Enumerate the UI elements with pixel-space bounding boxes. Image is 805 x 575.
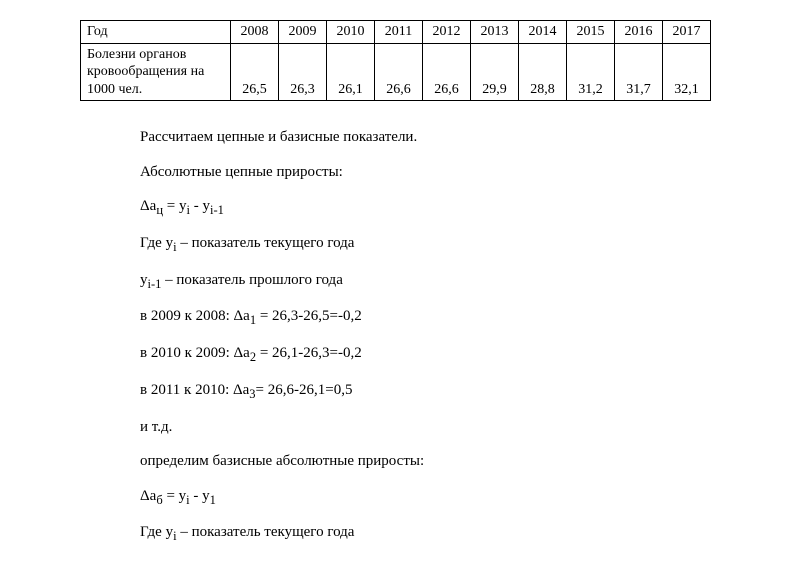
value-cell: 29,9: [471, 43, 519, 101]
data-table: Год 2008 2009 2010 2011 2012 2013 2014 2…: [80, 20, 711, 101]
value-cell: 28,8: [519, 43, 567, 101]
formula-part: = 26,1-26,3=-0,2: [256, 345, 362, 361]
formula-part: в 2009 к 2008: Δa: [140, 308, 250, 324]
year-label-cell: Год: [81, 21, 231, 44]
text-content: Рассчитаем цепные и базисные показатели.…: [140, 123, 765, 549]
formula-part: = 26,3-26,5=-0,2: [256, 308, 362, 324]
value-cell: 32,1: [663, 43, 711, 101]
year-cell: 2013: [471, 21, 519, 44]
formula-part: у: [140, 272, 148, 288]
text-line: Где уi – показатель текущего года: [140, 518, 765, 549]
formula-part: – показатель текущего года: [177, 524, 355, 540]
year-cell: 2012: [423, 21, 471, 44]
year-cell: 2016: [615, 21, 663, 44]
year-cell: 2015: [567, 21, 615, 44]
value-cell: 26,1: [327, 43, 375, 101]
text-line: в 2011 к 2010: Δa3= 26,6-26,1=0,5: [140, 376, 765, 407]
formula-part: - y: [190, 198, 210, 214]
formula-part: в 2010 к 2009: Δa: [140, 345, 250, 361]
formula-line: Δaц = yi - yi-1: [140, 192, 765, 223]
formula-part: = y: [163, 488, 186, 504]
text-line: в 2010 к 2009: Δa2 = 26,1-26,3=-0,2: [140, 339, 765, 370]
text-line: определим базисные абсолютные приросты:: [140, 447, 765, 476]
formula-part: – показатель текущего года: [177, 235, 355, 251]
value-cell: 26,6: [375, 43, 423, 101]
formula-part: = y: [163, 198, 186, 214]
subscript: i-1: [148, 277, 162, 291]
year-cell: 2014: [519, 21, 567, 44]
values-label-cell: Болезни органов кровообращения на 1000 ч…: [81, 43, 231, 101]
text-line: Рассчитаем цепные и базисные показатели.: [140, 123, 765, 152]
formula-part: = 26,6-26,1=0,5: [256, 382, 353, 398]
year-cell: 2017: [663, 21, 711, 44]
year-cell: 2011: [375, 21, 423, 44]
value-cell: 31,7: [615, 43, 663, 101]
subscript: ц: [156, 203, 163, 217]
value-cell: 26,5: [231, 43, 279, 101]
text-line: и т.д.: [140, 413, 765, 442]
subscript: i-1: [210, 203, 224, 217]
formula-part: в 2011 к 2010: Δa: [140, 382, 249, 398]
formula-part: - y: [190, 488, 210, 504]
year-cell: 2008: [231, 21, 279, 44]
table-row: Год 2008 2009 2010 2011 2012 2013 2014 2…: [81, 21, 711, 44]
formula-line: Δaб = yi - y1: [140, 482, 765, 513]
text-line: Где уi – показатель текущего года: [140, 229, 765, 260]
text-line: Абсолютные цепные приросты:: [140, 158, 765, 187]
table-row: Болезни органов кровообращения на 1000 ч…: [81, 43, 711, 101]
formula-part: Δa: [140, 488, 156, 504]
formula-part: Δa: [140, 198, 156, 214]
formula-part: – показатель прошлого года: [161, 272, 342, 288]
text-line: в 2009 к 2008: Δa1 = 26,3-26,5=-0,2: [140, 302, 765, 333]
year-cell: 2010: [327, 21, 375, 44]
value-cell: 26,3: [279, 43, 327, 101]
text-line: уi-1 – показатель прошлого года: [140, 266, 765, 297]
year-cell: 2009: [279, 21, 327, 44]
formula-part: Где у: [140, 235, 173, 251]
subscript: 1: [210, 493, 216, 507]
value-cell: 26,6: [423, 43, 471, 101]
formula-part: Где у: [140, 524, 173, 540]
value-cell: 31,2: [567, 43, 615, 101]
